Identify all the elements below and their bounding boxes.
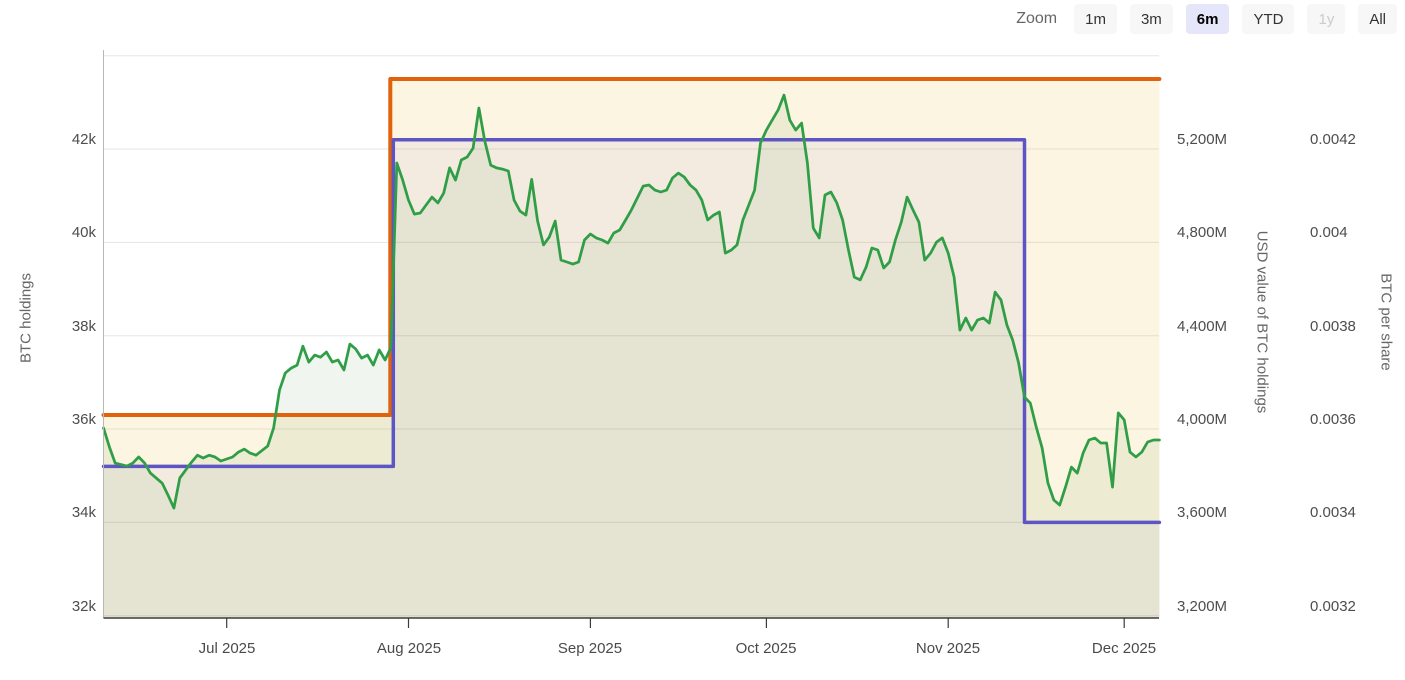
- left-axis-tick-label: 38k: [71, 318, 96, 335]
- x-axis-tick-label: Sep 2025: [557, 640, 623, 657]
- share-axis-tick-label: 0.0038: [1310, 318, 1356, 335]
- share-axis-tick-label: 0.0034: [1310, 504, 1356, 521]
- x-axis-tick-label: Aug 2025: [376, 640, 442, 657]
- usd-axis-tick-label: 4,000M: [1177, 411, 1228, 428]
- share-axis-tick-label: 0.0042: [1310, 131, 1356, 148]
- zoom-button-ytd[interactable]: YTD: [1242, 4, 1295, 34]
- left-axis-tick-label: 40k: [71, 224, 96, 241]
- zoom-toolbar: Zoom 1m 3m 6m YTD 1y All: [1016, 4, 1397, 34]
- left-axis-tick-label: 34k: [71, 504, 96, 521]
- x-axis-tick-label: Oct 2025: [735, 640, 797, 657]
- zoom-button-all[interactable]: All: [1358, 4, 1397, 34]
- usd-axis-tick-label: 4,400M: [1177, 318, 1228, 335]
- series-area-btc-holdings: [103, 79, 1160, 618]
- x-axis-tick-label: Jul 2025: [198, 640, 256, 657]
- usd-axis-tick-label: 5,200M: [1177, 131, 1228, 148]
- left-axis-tick-label: 32k: [71, 598, 96, 615]
- share-axis-tick-label: 0.0036: [1310, 411, 1356, 428]
- x-axis-tick-label: Nov 2025: [915, 640, 981, 657]
- share-axis-tick-label: 0.0032: [1310, 598, 1356, 615]
- left-axis-tick-label: 36k: [71, 411, 96, 428]
- series-area-btc-per-share: [103, 139, 1160, 618]
- usd-axis-tick-label: 3,600M: [1177, 504, 1228, 521]
- zoom-button-3m[interactable]: 3m: [1129, 4, 1173, 34]
- zoom-button-6m[interactable]: 6m: [1185, 4, 1230, 34]
- zoom-label: Zoom: [1016, 10, 1058, 27]
- x-axis-tick-label: Dec 2025: [1091, 640, 1157, 657]
- zoom-button-1m[interactable]: 1m: [1074, 4, 1117, 34]
- usd-axis-tick-label: 3,200M: [1177, 598, 1228, 615]
- series-area-usd-value-of-btc-holdings: [103, 95, 1160, 619]
- left-axis-title: BTC holdings: [17, 272, 35, 364]
- series-line-btc-holdings: [101, 77, 1162, 417]
- zoom-button-1y[interactable]: 1y: [1307, 4, 1346, 34]
- series-line-btc-per-share: [101, 137, 1162, 525]
- share-axis-tick-label: 0.004: [1310, 224, 1348, 241]
- usd-axis-tick-label: 4,800M: [1177, 224, 1228, 241]
- left-axis-tick-label: 42k: [71, 131, 96, 148]
- series-line-usd-value-of-btc-holdings: [102, 93, 1161, 510]
